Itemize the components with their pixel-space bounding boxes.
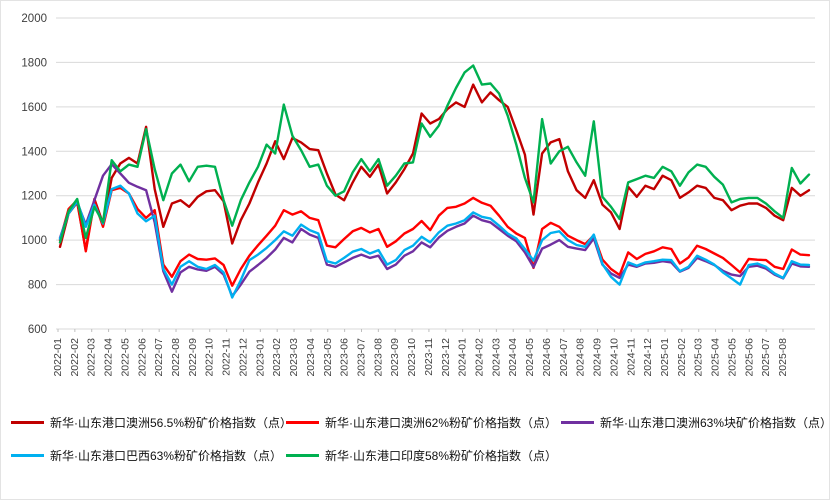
x-axis-label: 2024-06	[541, 338, 553, 377]
x-axis-label: 2023-10	[406, 338, 418, 377]
x-axis-label: 2023-09	[389, 338, 401, 377]
x-axis-label: 2023-05	[322, 338, 334, 377]
x-axis-label: 2022-12	[237, 338, 249, 377]
x-axis-label: 2024-11	[625, 338, 637, 376]
legend-item: 新华·山东港口澳洲56.5%粉矿价格指数（点）	[11, 414, 292, 430]
series-line-3	[58, 184, 811, 299]
legend-item: 新华·山东港口澳洲62%粉矿价格指数（点）	[286, 414, 557, 430]
legend-item: 新华·山东港口澳洲63%块矿价格指数（点）	[561, 414, 830, 430]
x-axis-label: 2023-01	[254, 338, 266, 377]
y-axis-label: 1000	[21, 235, 47, 247]
legend-label: 新华·山东港口澳洲63%块矿价格指数（点）	[600, 415, 830, 430]
legend-swatch	[11, 420, 44, 424]
x-axis-label: 2022-03	[86, 338, 98, 377]
legend-swatch	[11, 453, 44, 457]
x-axis-label: 2022-05	[119, 338, 131, 377]
x-axis-label: 2024-09	[592, 338, 604, 377]
x-axis-label: 2023-03	[288, 338, 300, 377]
legend-item: 新华·山东港口印度58%粉矿价格指数（点）	[286, 447, 557, 463]
legend-label: 新华·山东港口澳洲56.5%粉矿价格指数（点）	[50, 415, 293, 430]
x-axis-label: 2022-10	[204, 338, 216, 377]
series-line-1	[58, 186, 811, 287]
x-axis-label: 2025-04	[710, 338, 722, 377]
x-axis-label: 2022-04	[103, 338, 115, 377]
y-axis-label: 800	[28, 280, 47, 292]
series-line-0	[58, 83, 811, 252]
x-axis-label: 2024-05	[524, 338, 536, 377]
legend-label: 新华·山东港口印度58%粉矿价格指数（点）	[325, 448, 558, 463]
legend-swatch	[561, 420, 594, 424]
x-axis-label: 2024-04	[507, 338, 519, 377]
legend-swatch	[286, 420, 319, 424]
x-axis-label: 2025-06	[743, 338, 755, 377]
x-axis-label: 2024-01	[457, 338, 469, 377]
x-axis-label: 2024-03	[490, 338, 502, 377]
x-axis-label: 2025-07	[760, 338, 772, 377]
x-axis-label: 2022-01	[52, 338, 64, 377]
x-axis-label: 2023-08	[372, 338, 384, 377]
y-axis-label: 2000	[21, 13, 47, 25]
x-axis-label: 2023-07	[355, 338, 367, 377]
y-axis-label: 1600	[21, 102, 47, 114]
x-axis-label: 2025-02	[676, 338, 688, 377]
y-axis-label: 600	[28, 324, 47, 336]
legend-label: 新华·山东港口澳洲62%粉矿价格指数（点）	[325, 415, 558, 430]
x-axis-label: 2025-05	[726, 338, 738, 377]
x-axis-label: 2024-07	[558, 338, 570, 377]
x-axis-label: 2024-08	[575, 338, 587, 377]
x-axis-label: 2022-02	[69, 338, 81, 377]
legend-item: 新华·山东港口巴西63%粉矿价格指数（点）	[11, 447, 282, 463]
x-axis-label: 2024-10	[608, 338, 620, 377]
x-axis-label: 2024-12	[642, 338, 654, 377]
y-axis-label: 1400	[21, 146, 47, 158]
x-axis-label: 2022-08	[170, 338, 182, 377]
x-axis-label: 2022-07	[153, 338, 165, 377]
x-axis-label: 2025-03	[693, 338, 705, 377]
x-axis-label: 2023-02	[271, 338, 283, 377]
x-axis-label: 2023-06	[339, 338, 351, 377]
x-axis-label: 2023-12	[440, 338, 452, 377]
x-axis-label: 2025-08	[777, 338, 789, 377]
y-axis-label: 1200	[21, 191, 47, 203]
x-axis-label: 2023-04	[305, 338, 317, 377]
y-axis-label: 1800	[21, 57, 47, 69]
price-chart: 600 800 1000 1200 1400 1600 1800 2000 2022-01 202…	[21, 13, 815, 377]
x-axis-label: 2023-11	[423, 338, 435, 376]
legend-swatch	[286, 453, 319, 457]
x-axis-label: 2022-09	[187, 338, 199, 377]
series-line-4	[58, 64, 811, 244]
x-axis-label: 2022-06	[136, 338, 148, 377]
legend-label: 新华·山东港口巴西63%粉矿价格指数（点）	[50, 448, 283, 463]
x-axis-label: 2024-02	[474, 338, 486, 377]
x-axis-label: 2022-11	[221, 338, 233, 376]
x-axis-label: 2025-01	[659, 338, 671, 377]
